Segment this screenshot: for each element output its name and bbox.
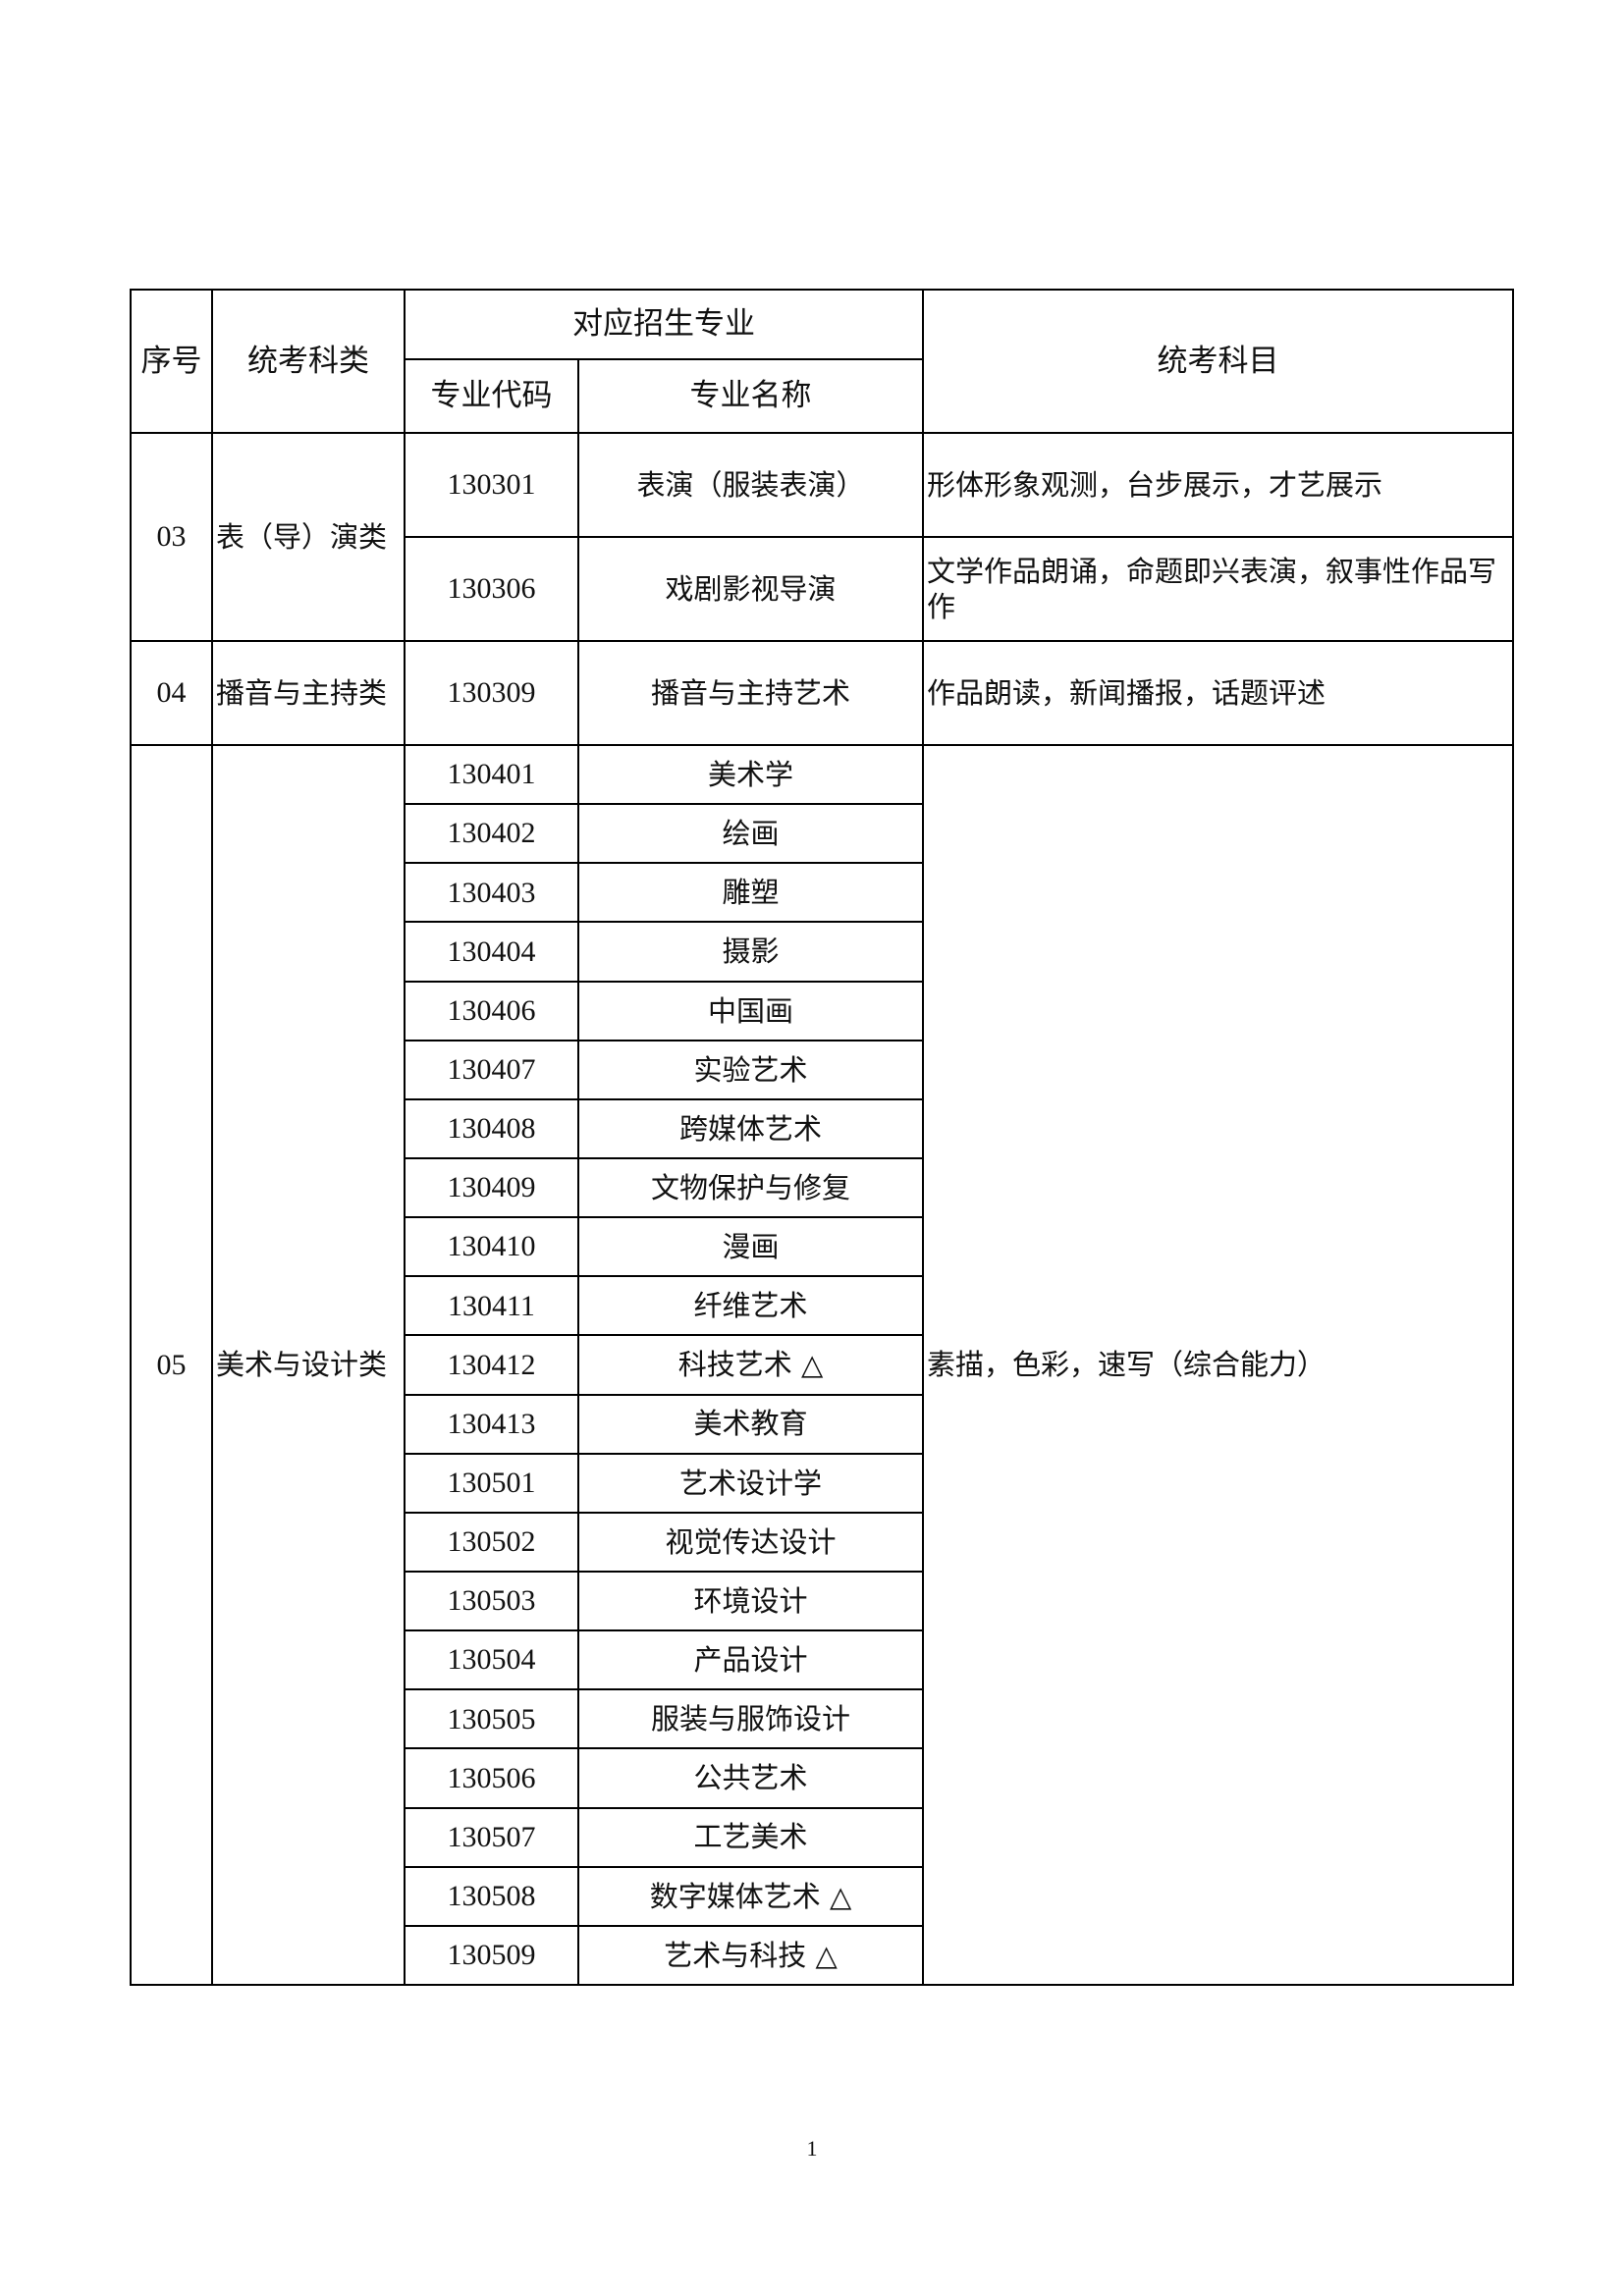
table-row: 130403 雕塑: [131, 862, 1513, 924]
major-code-cell: 130406: [404, 980, 579, 1041]
major-code-cell: 130403: [404, 862, 579, 924]
major-name-cell: 美术教育: [577, 1393, 924, 1455]
table-row: 04 播音与主持类 130309 播音与主持艺术 作品朗读，新闻播报，话题评述: [130, 640, 1514, 746]
major-name-cell: 艺术设计学: [577, 1452, 924, 1514]
table-row: 130407 实验艺术: [131, 1039, 1513, 1100]
table-row: 130501 艺术设计学: [131, 1452, 1513, 1514]
major-code-cell: 130408: [404, 1097, 579, 1159]
header-seq: 序号: [130, 289, 213, 434]
table-row: 130408 跨媒体艺术: [131, 1097, 1513, 1159]
subjects-cell: 文学作品朗诵，命题即兴表演，叙事性作品写作: [922, 536, 1514, 642]
major-name-cell: 跨媒体艺术: [577, 1097, 924, 1159]
major-code-cell: 130407: [404, 1039, 579, 1100]
major-name-cell: 文物保护与修复: [577, 1156, 924, 1219]
seq-cell: 04: [130, 640, 213, 746]
seq-cell: 05: [130, 744, 213, 1986]
major-code-cell: 130413: [404, 1393, 579, 1455]
seq-cell: 03: [130, 432, 213, 642]
table-row: 130503 环境设计: [131, 1570, 1513, 1632]
table-row: 130410 漫画: [131, 1216, 1513, 1278]
major-name-cell: 绘画: [577, 803, 924, 865]
table-row: 03 表（导）演类 130301 表演（服装表演） 形体形象观测，台步展示，才艺展示: [130, 432, 1514, 642]
major-name-cell: 公共艺术: [577, 1747, 924, 1809]
major-code-cell: 130401: [404, 743, 579, 806]
major-name-cell: 戏剧影视导演: [577, 536, 924, 642]
exam-subjects-table: 序号 统考科类 对应招生专业 统考科目 专业代码 专业名称 03 表（导）演类 13…: [130, 289, 1514, 1986]
table-row: 05 美术与设计类 130401 美术学 素描，色彩，速写（综合能力）: [130, 743, 1514, 1986]
major-code-cell: 130411: [404, 1275, 579, 1337]
subjects-cell: 素描，色彩，速写（综合能力）: [922, 744, 1514, 1986]
major-name-cell: 视觉传达设计: [577, 1511, 924, 1573]
table-row: 130411 纤维艺术: [131, 1275, 1513, 1337]
major-name-cell: 实验艺术: [577, 1039, 924, 1100]
table-row: 130506 公共艺术: [131, 1747, 1513, 1809]
major-code-cell: 130402: [404, 803, 579, 865]
major-code-cell: 130504: [404, 1629, 579, 1691]
header-category: 统考科类: [211, 289, 406, 434]
major-code-cell: 130404: [404, 921, 579, 983]
table-row: 130508 数字媒体艺术 △: [131, 1865, 1513, 1927]
major-name-cell: 纤维艺术: [577, 1275, 924, 1337]
table-row: 130505 服装与服饰设计: [131, 1688, 1513, 1750]
header-majors-group: 对应招生专业: [404, 289, 924, 360]
category-cell: 表（导）演类: [211, 432, 406, 642]
major-code-cell: 130409: [404, 1156, 579, 1219]
major-name-cell: 科技艺术 △: [577, 1334, 924, 1396]
subjects-cell: 形体形象观测，台步展示，才艺展示: [922, 432, 1514, 538]
major-code-cell: 130501: [404, 1452, 579, 1514]
major-name-cell: 漫画: [577, 1216, 924, 1278]
major-name-cell: 数字媒体艺术 △: [577, 1865, 924, 1927]
category-cell: 播音与主持类: [211, 640, 406, 746]
table-row: 130306 戏剧影视导演 文学作品朗诵，命题即兴表演，叙事性作品写作: [131, 536, 1514, 642]
major-code-cell: 130508: [404, 1865, 579, 1927]
table-row: 130402 绘画: [131, 803, 1513, 865]
major-name-cell: 艺术与科技 △: [577, 1924, 924, 1986]
major-code-cell: 130507: [404, 1806, 579, 1868]
table-row: 130509 艺术与科技 △: [131, 1924, 1513, 1986]
major-code-cell: 130412: [404, 1334, 579, 1396]
major-code-cell: 130502: [404, 1511, 579, 1573]
table-row: 130413 美术教育: [131, 1393, 1513, 1455]
major-name-cell: 环境设计: [577, 1570, 924, 1632]
table-row: 130412 科技艺术 △: [131, 1334, 1513, 1396]
table-row: 130409 文物保护与修复: [131, 1156, 1513, 1219]
major-code-cell: 130306: [404, 536, 579, 642]
table-row: 130406 中国画: [131, 980, 1513, 1041]
header-code: 专业代码: [404, 358, 579, 434]
subjects-cell: 作品朗读，新闻播报，话题评述: [922, 640, 1514, 746]
major-name-cell: 服装与服饰设计: [577, 1688, 924, 1750]
major-code-cell: 130506: [404, 1747, 579, 1809]
major-name-cell: 摄影: [577, 921, 924, 983]
major-code-cell: 130410: [404, 1216, 579, 1278]
table-row: 130504 产品设计: [131, 1629, 1513, 1691]
table-row: 130502 视觉传达设计: [131, 1511, 1513, 1573]
header-name: 专业名称: [577, 358, 924, 434]
major-name-cell: 工艺美术: [577, 1806, 924, 1868]
major-code-cell: 130509: [404, 1924, 579, 1986]
major-name-cell: 产品设计: [577, 1629, 924, 1691]
major-name-cell: 播音与主持艺术: [577, 640, 924, 746]
major-code-cell: 130301: [404, 432, 579, 538]
major-code-cell: 130503: [404, 1570, 579, 1632]
major-name-cell: 雕塑: [577, 862, 924, 924]
major-code-cell: 130505: [404, 1688, 579, 1750]
major-name-cell: 中国画: [577, 980, 924, 1041]
table-row: 130507 工艺美术: [131, 1806, 1513, 1868]
page-number: 1: [806, 2136, 818, 2161]
table-body: 03 表（导）演类 130301 表演（服装表演） 形体形象观测，台步展示，才艺展示 13…: [130, 432, 1514, 1986]
major-code-cell: 130309: [404, 640, 579, 746]
major-name-cell: 美术学: [577, 743, 924, 806]
category-cell: 美术与设计类: [211, 744, 406, 1986]
table-row: 130404 摄影: [131, 921, 1513, 983]
header-subjects: 统考科目: [922, 289, 1514, 434]
major-name-cell: 表演（服装表演）: [577, 432, 924, 538]
